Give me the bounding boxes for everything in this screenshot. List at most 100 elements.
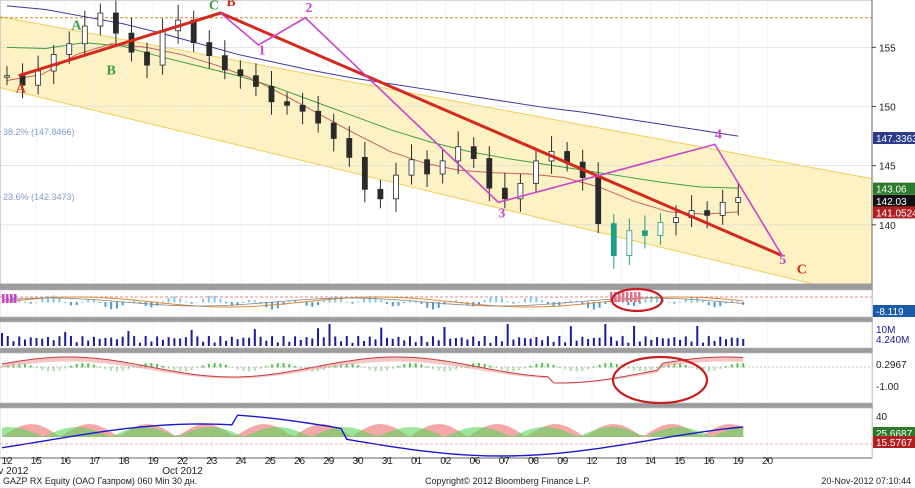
- highlight-annotations: [610, 287, 709, 405]
- divider-4: [0, 403, 872, 408]
- volume-bar-1: [6, 336, 9, 346]
- osc-bar-96: [552, 302, 555, 307]
- volume-bar-5: [29, 337, 32, 346]
- candle-body-32: [501, 187, 508, 200]
- volume-bar-15: [87, 340, 90, 346]
- macd-hist-26: [150, 363, 153, 368]
- month-label-1: Nov 2012: [0, 466, 29, 477]
- osc-bar-54: [311, 302, 314, 307]
- osc-bar-60: [345, 301, 348, 303]
- osc-bar-109: [627, 302, 630, 306]
- volume-bar-30: [173, 338, 176, 346]
- volume-bar-103: [592, 337, 595, 346]
- volume-bar-33: [190, 329, 193, 346]
- volume-bar-57: [328, 324, 331, 346]
- ind-tag-3-2: 15.5767: [876, 438, 913, 449]
- x-tick-label-3: 17: [89, 456, 101, 467]
- volume-bar-12: [69, 336, 72, 346]
- macd-hist-86: [495, 367, 498, 369]
- price-tag-bg-0: [873, 132, 915, 145]
- macd-hist-15: [87, 363, 90, 368]
- macd-hist-34: [196, 367, 199, 369]
- x-tick-label-1: 15: [31, 456, 43, 467]
- macd-hist-88: [506, 367, 509, 372]
- volume-bar-88: [506, 324, 509, 346]
- osc-bar-37: [213, 295, 216, 303]
- osc-bar-66: [380, 299, 383, 303]
- volume-bar-58: [334, 336, 337, 346]
- price-tag-2: 142.03: [876, 197, 907, 208]
- volume-bar-21: [121, 336, 124, 346]
- wave-label-7: 3: [498, 207, 505, 222]
- volume-bar-60: [345, 336, 348, 346]
- volume-bar-61: [351, 342, 354, 346]
- macd-hist-109: [627, 367, 630, 369]
- candle-body-12: [190, 19, 197, 44]
- volume-bar-112: [644, 336, 647, 346]
- volume-bar-90: [518, 337, 521, 346]
- ind-tag-3-1: 25.6687: [876, 429, 913, 440]
- macd-hist-110: [633, 367, 636, 371]
- volume-bar-43: [248, 337, 251, 346]
- volume-bar-75: [431, 336, 434, 346]
- macd-hist-11: [64, 367, 67, 369]
- volume-bar-86: [495, 336, 498, 346]
- volume-bar-73: [420, 336, 423, 346]
- volume-bar-38: [219, 336, 222, 346]
- x-tick-label-8: 24: [235, 456, 247, 467]
- macd-hist-90: [518, 367, 521, 371]
- osc-bar-41: [236, 302, 239, 306]
- osc-bar-35: [202, 298, 205, 303]
- macd-hist-120: [690, 367, 693, 368]
- y-tick-label-0: 140: [879, 221, 896, 232]
- macd-hist-48: [276, 363, 279, 368]
- macd-hist-129: [742, 363, 745, 368]
- osc-bar-75: [431, 302, 434, 310]
- volume-bar-50: [288, 341, 291, 346]
- dmi-positive-area: [2, 427, 744, 437]
- osc-bar-63: [363, 298, 366, 303]
- macd-hist-93: [535, 363, 538, 368]
- volume-bar-72: [414, 342, 417, 346]
- ind-tag-1-1: 4.240M: [876, 335, 909, 346]
- macd-hist-76: [437, 367, 440, 371]
- macd-hist-112: [644, 367, 647, 372]
- macd-hist-64: [368, 367, 371, 370]
- wave-label-1: C: [209, 0, 219, 13]
- macd-hist-39: [225, 364, 228, 368]
- osc-bar-76: [437, 302, 440, 309]
- osc-bar-2: [12, 296, 15, 303]
- osc-bar-39: [225, 302, 228, 304]
- candle-body-40: [626, 230, 633, 257]
- macd-hist-127: [730, 364, 733, 368]
- macd-hist-66: [380, 367, 383, 372]
- macd-hist-8: [46, 367, 49, 372]
- macd-hist-6: [35, 367, 38, 369]
- macd-hist-52: [299, 367, 302, 369]
- osc-bar-15: [87, 299, 90, 303]
- macd-hist-96: [552, 364, 555, 368]
- ind-tag-0-0: -8.119: [876, 307, 904, 318]
- macd-hist-68: [391, 367, 394, 369]
- wave-line-1: [220, 12, 783, 257]
- macd-hist-87: [500, 367, 503, 371]
- volume-bar-20: [115, 339, 118, 346]
- volume-bar-124: [713, 340, 716, 346]
- macd-hist-25: [144, 363, 147, 368]
- macd-hist-106: [610, 363, 613, 368]
- volume-bar-23: [133, 336, 136, 346]
- volume-bar-84: [483, 336, 486, 346]
- volume-bar-104: [598, 337, 601, 346]
- volume-bar-54: [311, 338, 314, 346]
- volume-bar-59: [340, 341, 343, 346]
- volume-bar-35: [202, 341, 205, 346]
- macd-highlight-ellipse: [611, 355, 709, 405]
- candle-body-2: [35, 70, 42, 86]
- osc-bar-117: [673, 302, 676, 304]
- price-tag-bg-3: [873, 206, 915, 219]
- candle-body-31: [486, 158, 493, 189]
- x-tick-label-7: 23: [206, 456, 218, 467]
- osc-bar-69: [397, 302, 400, 306]
- x-tick-label-25: 19: [733, 456, 745, 467]
- y-tick-label-1: 145: [879, 162, 896, 173]
